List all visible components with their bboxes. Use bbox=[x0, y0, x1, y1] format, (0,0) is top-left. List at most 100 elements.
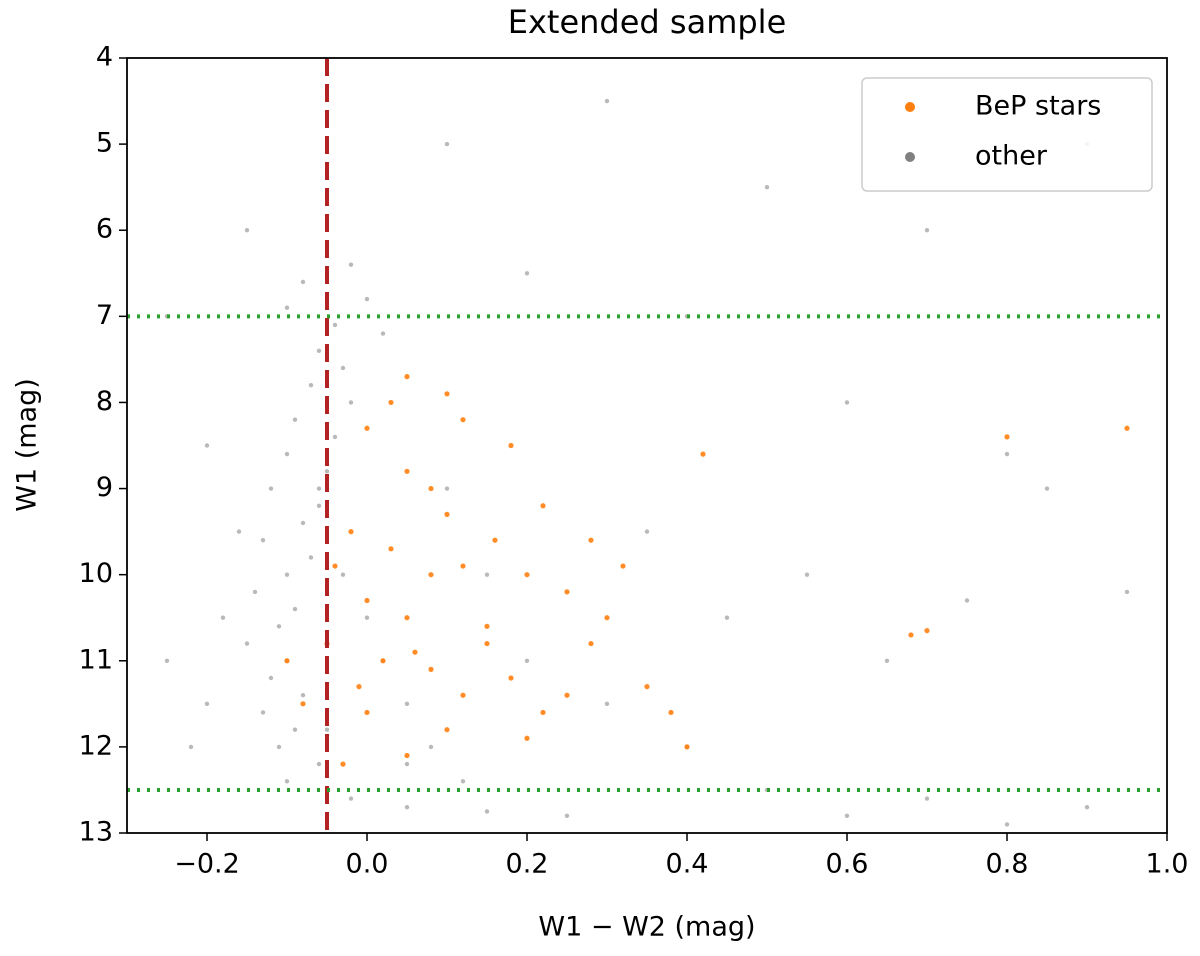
x-tick-label: 0.0 bbox=[346, 849, 389, 880]
data-point bbox=[964, 598, 970, 603]
y-tick-label: 10 bbox=[79, 558, 113, 589]
y-tick-label: 13 bbox=[79, 817, 113, 848]
data-point bbox=[1004, 451, 1010, 457]
x-tick-label: 0.6 bbox=[826, 849, 869, 880]
data-point bbox=[380, 331, 386, 336]
data-point bbox=[300, 279, 306, 285]
data-point bbox=[444, 391, 450, 397]
data-point bbox=[268, 486, 274, 491]
data-point bbox=[388, 399, 394, 406]
data-point bbox=[460, 779, 466, 784]
y-tick-label: 8 bbox=[96, 386, 113, 417]
data-point bbox=[284, 779, 290, 784]
legend-marker bbox=[905, 152, 915, 162]
data-point bbox=[484, 623, 490, 629]
data-point bbox=[300, 520, 306, 526]
data-point bbox=[332, 322, 338, 328]
data-point bbox=[260, 710, 266, 715]
data-point bbox=[284, 451, 290, 457]
chart-title: Extended sample bbox=[508, 3, 787, 41]
data-point bbox=[844, 400, 850, 405]
data-point bbox=[492, 537, 498, 543]
data-point bbox=[412, 649, 418, 655]
data-point bbox=[428, 666, 434, 672]
data-point bbox=[204, 443, 210, 448]
data-point bbox=[340, 365, 346, 371]
data-point bbox=[644, 529, 650, 534]
data-point bbox=[404, 374, 410, 380]
data-point bbox=[404, 701, 410, 707]
data-point bbox=[276, 624, 282, 629]
data-point bbox=[700, 451, 706, 457]
data-point bbox=[428, 485, 434, 492]
data-point bbox=[604, 615, 610, 621]
data-point bbox=[684, 744, 690, 750]
data-point bbox=[428, 744, 434, 750]
legend-box bbox=[861, 77, 1153, 192]
data-point bbox=[404, 468, 410, 474]
x-axis-label: W1 − W2 (mag) bbox=[538, 912, 755, 943]
data-point bbox=[380, 658, 386, 664]
data-point bbox=[564, 692, 570, 698]
data-point bbox=[444, 141, 450, 147]
data-point bbox=[340, 761, 346, 767]
data-point bbox=[188, 744, 194, 750]
data-point bbox=[588, 537, 594, 543]
data-point bbox=[524, 271, 530, 276]
data-point bbox=[508, 442, 514, 449]
data-point bbox=[316, 348, 322, 353]
y-tick-label: 12 bbox=[79, 730, 113, 761]
data-point bbox=[284, 658, 290, 664]
data-point bbox=[540, 709, 546, 716]
data-point bbox=[564, 813, 570, 818]
data-point bbox=[404, 615, 410, 621]
data-point bbox=[316, 503, 322, 508]
data-point bbox=[524, 735, 530, 741]
data-point bbox=[292, 606, 298, 612]
data-point bbox=[724, 615, 730, 620]
data-point bbox=[300, 701, 306, 707]
data-point bbox=[364, 425, 370, 431]
data-point bbox=[340, 572, 346, 577]
x-tick-label: 0.2 bbox=[506, 849, 549, 880]
data-point bbox=[668, 709, 674, 716]
data-point bbox=[164, 658, 170, 663]
data-point bbox=[524, 572, 530, 578]
data-point bbox=[884, 658, 890, 663]
data-point bbox=[524, 658, 530, 663]
data-point bbox=[924, 796, 930, 801]
x-tick-label: −0.2 bbox=[174, 849, 240, 880]
data-point bbox=[444, 486, 450, 491]
data-point bbox=[364, 597, 370, 604]
data-point bbox=[348, 400, 354, 405]
data-point bbox=[540, 503, 546, 509]
data-point bbox=[1084, 804, 1090, 810]
data-point bbox=[1124, 589, 1130, 595]
y-axis-label: W1 (mag) bbox=[12, 378, 43, 512]
data-point bbox=[348, 262, 354, 267]
data-point bbox=[484, 809, 490, 814]
data-point bbox=[404, 804, 410, 810]
legend-marker bbox=[905, 102, 915, 112]
data-point bbox=[764, 184, 770, 190]
plot-frame bbox=[126, 57, 1168, 834]
data-point bbox=[260, 538, 266, 543]
data-point bbox=[644, 684, 650, 690]
data-point bbox=[364, 615, 370, 620]
y-tick-label: 4 bbox=[96, 42, 113, 73]
data-point bbox=[604, 701, 610, 707]
data-point bbox=[508, 675, 514, 681]
data-point bbox=[908, 632, 914, 638]
data-point bbox=[364, 709, 370, 716]
data-point bbox=[348, 529, 354, 535]
data-point bbox=[252, 589, 258, 595]
data-point bbox=[244, 641, 250, 646]
data-point bbox=[236, 529, 242, 534]
y-tick-label: 11 bbox=[79, 644, 113, 675]
data-point bbox=[484, 640, 490, 647]
data-point bbox=[484, 572, 490, 577]
data-point bbox=[316, 486, 322, 491]
data-point bbox=[316, 761, 322, 767]
data-point bbox=[324, 469, 330, 474]
